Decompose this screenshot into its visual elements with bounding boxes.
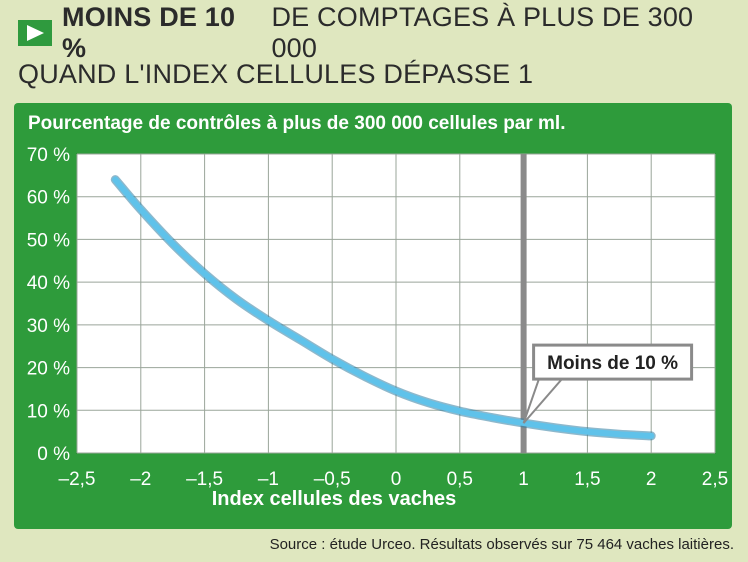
x-tick-label: 1,5 [574, 469, 600, 490]
y-tick-label: 20 % [27, 359, 70, 380]
y-tick-label: 40 % [27, 273, 70, 294]
x-tick-label: –0,5 [314, 469, 351, 490]
y-tick-label: 10 % [27, 401, 70, 422]
x-tick-label: 0 [391, 469, 402, 490]
y-tick-label: 60 % [27, 188, 70, 209]
headline-line-1: MOINS DE 10 % DE COMPTAGES À PLUS DE 300… [18, 2, 738, 63]
headline-line-2: QUAND L'INDEX CELLULES DÉPASSE 1 [18, 59, 534, 89]
y-tick-label: 0 % [37, 444, 70, 465]
headline-rest: DE COMPTAGES À PLUS DE 300 000 [271, 2, 694, 63]
y-tick-label: 70 % [27, 145, 70, 166]
line-chart: –2,5 –2 –1,5 –1 –0,5 0 0,5 1 1,5 2 2,5 0 % 10 % 20 % 3… [27, 145, 729, 490]
x-tick-label: 2 [646, 469, 657, 490]
play-arrow-icon [18, 20, 52, 46]
chart-title: Pourcentage de contrôles à plus de 300 0… [28, 113, 566, 134]
x-tick-label: –1,5 [186, 469, 223, 490]
x-tick-label: –2 [130, 469, 151, 490]
x-tick-label: 0,5 [447, 469, 473, 490]
callout-box [532, 343, 694, 381]
source-note: Source : étude Urceo. Résultats observés… [269, 536, 734, 553]
x-tick-label: 2,5 [702, 469, 728, 490]
x-tick-label: 1 [518, 469, 529, 490]
y-tick-label: 30 % [27, 316, 70, 337]
chart-panel: Pourcentage de contrôles à plus de 300 0… [14, 103, 732, 529]
series-curve [112, 176, 655, 439]
headline-bold: MOINS DE 10 % [62, 2, 236, 63]
x-axis-label: Index cellules des vaches [211, 488, 457, 510]
x-tick-label: –2,5 [59, 469, 96, 490]
x-tick-label: –1 [258, 469, 279, 490]
y-tick-label: 50 % [27, 230, 70, 251]
headline: MOINS DE 10 % DE COMPTAGES À PLUS DE 300… [18, 2, 738, 92]
callout-label: Moins de 10 % [547, 353, 678, 374]
